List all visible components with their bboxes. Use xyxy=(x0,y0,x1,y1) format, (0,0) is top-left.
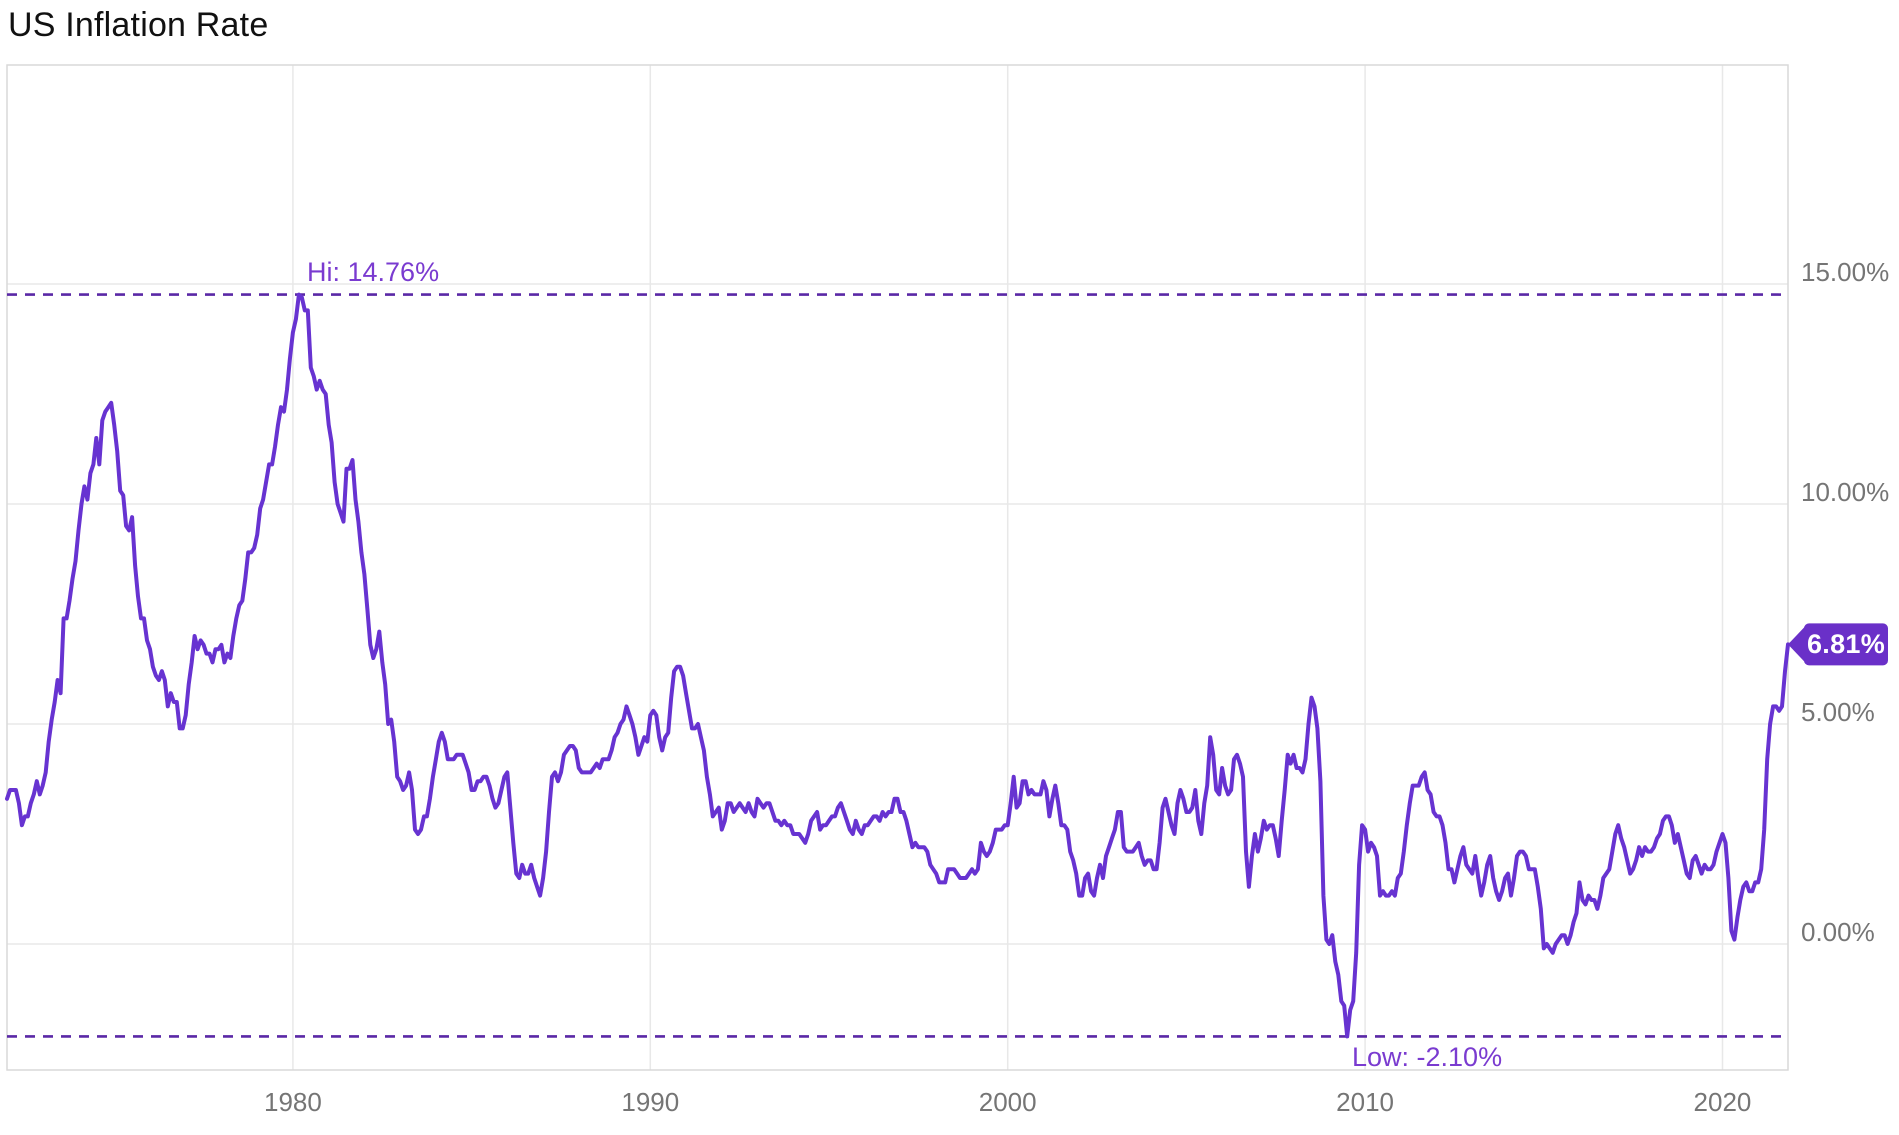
x-axis-tick-label: 2000 xyxy=(978,1087,1037,1117)
x-axis-tick-label: 1980 xyxy=(263,1087,322,1117)
x-axis-tick-label: 2010 xyxy=(1336,1087,1394,1117)
badge-shape xyxy=(1788,623,1888,666)
series-line xyxy=(5,292,1790,1039)
y-axis-tick-label: 15.00% xyxy=(1801,257,1890,287)
hi-annotation: Hi: 14.76% xyxy=(307,256,440,287)
x-axis-tick-label: 2020 xyxy=(1693,1087,1752,1117)
last-value-badge: 6.81% xyxy=(1806,629,1886,660)
y-axis-tick-label: 10.00% xyxy=(1801,477,1890,507)
low-annotation: Low: -2.10% xyxy=(1352,1042,1503,1073)
x-axis-tick-label: 1990 xyxy=(621,1087,680,1117)
y-axis-tick-label: 0.00% xyxy=(1801,917,1875,947)
plot-border xyxy=(6,64,1789,1071)
gridlines xyxy=(7,65,1788,1070)
y-axis-tick-label: 5.00% xyxy=(1801,697,1875,727)
chart-title: US Inflation Rate xyxy=(8,6,269,44)
